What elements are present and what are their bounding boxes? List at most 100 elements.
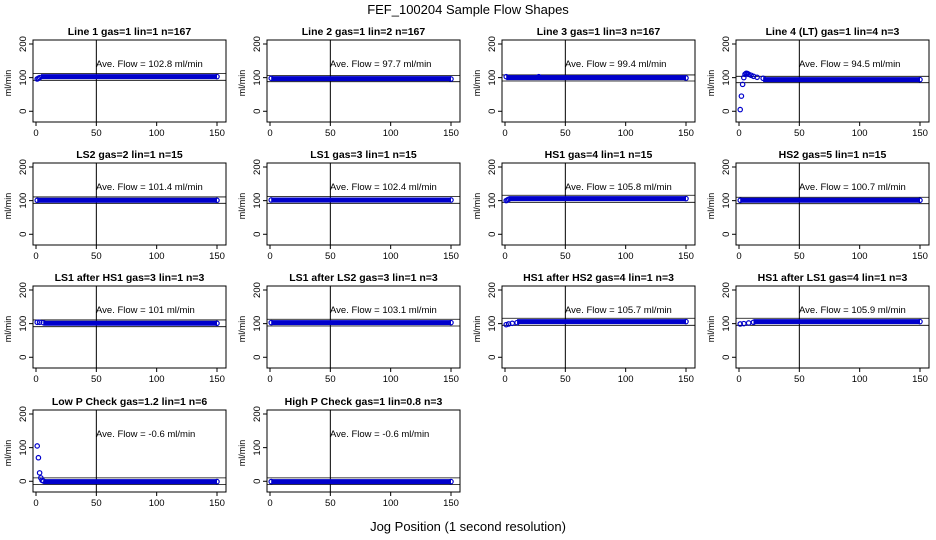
x-tick-label: 100	[149, 128, 165, 139]
y-tick-label: 100	[721, 70, 732, 86]
x-tick-label: 50	[91, 251, 102, 262]
y-tick-label: 100	[252, 316, 263, 332]
y-tick-label: 0	[18, 479, 29, 484]
data-point	[268, 319, 275, 326]
x-tick-label: 150	[443, 498, 459, 509]
data-point	[737, 106, 744, 113]
x-tick-label: 50	[794, 128, 805, 139]
y-tick-label: 200	[487, 159, 498, 175]
x-tick-label: 100	[383, 251, 399, 262]
y-tick-label: 100	[18, 70, 29, 86]
x-tick-label: 0	[267, 128, 272, 139]
average-flow-label: Ave. Flow = 102.8 ml/min	[96, 59, 203, 70]
panel-title: HS1 after HS2 gas=4 lin=1 n=3	[523, 272, 674, 284]
average-flow-label: Ave. Flow = 105.8 ml/min	[565, 182, 672, 193]
panel-3: Line 3 gas=1 lin=3 n=167 0 50 100 150 0 100 200…	[472, 26, 696, 139]
x-tick-label: 150	[912, 374, 928, 385]
average-flow-label: Ave. Flow = 101.4 ml/min	[96, 182, 203, 193]
data-point	[34, 197, 41, 204]
average-flow-label: Ave. Flow = 101 ml/min	[96, 305, 195, 316]
plot-frame	[266, 162, 461, 246]
panel-title: LS1 gas=3 lin=1 n=15	[310, 149, 417, 161]
plot-frame	[32, 162, 227, 246]
x-tick-label: 0	[33, 374, 38, 385]
data-point	[738, 93, 745, 99]
figure-title: FEF_100204 Sample Flow Shapes	[367, 2, 569, 17]
x-tick-label: 50	[794, 374, 805, 385]
y-tick-label: 0	[721, 355, 732, 360]
y-tick-label: 200	[18, 406, 29, 422]
y-tick-label: 200	[252, 159, 263, 175]
data-point	[214, 197, 220, 204]
x-tick-label: 100	[852, 128, 868, 139]
y-tick-label: 100	[18, 316, 29, 332]
panel-title: LS1 after HS1 gas=3 lin=1 n=3	[55, 272, 205, 284]
y-axis-label: ml/min	[3, 193, 13, 220]
data-point	[514, 319, 520, 326]
data-point	[917, 318, 923, 325]
plot-frame	[501, 162, 696, 246]
y-tick-label: 0	[252, 355, 263, 360]
data-point	[448, 319, 454, 326]
y-tick-label: 200	[252, 406, 263, 422]
data-point	[35, 454, 42, 461]
data-point	[268, 75, 275, 82]
data-point	[505, 196, 512, 203]
x-tick-label: 50	[560, 374, 571, 385]
y-tick-label: 100	[487, 193, 498, 209]
panel-8: HS2 gas=5 lin=1 n=15 0 50 100 150 0 100 200 ml/m…	[706, 149, 930, 262]
y-tick-label: 0	[487, 232, 498, 237]
x-tick-label: 100	[852, 251, 868, 262]
x-tick-label: 0	[267, 374, 272, 385]
plot-frame	[266, 285, 461, 369]
x-tick-label: 150	[209, 128, 225, 139]
x-tick-label: 150	[443, 128, 459, 139]
data-point	[750, 319, 757, 326]
x-tick-label: 100	[149, 251, 165, 262]
x-tick-label: 0	[267, 498, 272, 509]
x-tick-label: 50	[91, 498, 102, 509]
x-tick-label: 0	[33, 498, 38, 509]
data-point	[36, 319, 43, 326]
data-point	[683, 75, 689, 81]
y-tick-label: 100	[487, 316, 498, 332]
panel-title: HS1 gas=4 lin=1 n=15	[545, 149, 653, 161]
y-axis-label: ml/min	[237, 193, 247, 220]
data-point	[760, 75, 766, 82]
panel-4: Line 4 (LT) gas=1 lin=4 n=3 0 50 100 150 0 100…	[706, 26, 930, 139]
y-tick-label: 0	[18, 355, 29, 360]
panel-10: LS1 after LS2 gas=3 lin=1 n=3 0 50 100 150 0 1…	[237, 272, 461, 385]
x-tick-label: 150	[912, 251, 928, 262]
x-tick-label: 150	[678, 251, 694, 262]
y-tick-label: 0	[721, 232, 732, 237]
y-tick-label: 0	[252, 109, 263, 114]
data-point	[535, 73, 542, 80]
x-tick-label: 50	[91, 374, 102, 385]
panel-title: Line 1 gas=1 lin=1 n=167	[68, 26, 192, 38]
x-tick-label: 150	[209, 374, 225, 385]
y-tick-label: 100	[252, 70, 263, 86]
average-flow-label: Ave. Flow = 94.5 ml/min	[799, 59, 900, 70]
y-tick-label: 200	[18, 36, 29, 52]
x-tick-label: 0	[33, 128, 38, 139]
panel-6: LS1 gas=3 lin=1 n=15 0 50 100 150 0 100 200 ml/m…	[237, 149, 461, 262]
data-point	[448, 76, 454, 82]
y-axis-label: ml/min	[706, 70, 716, 97]
y-tick-label: 200	[252, 282, 263, 298]
x-tick-label: 50	[325, 251, 336, 262]
plot-frame	[501, 285, 696, 369]
x-tick-label: 50	[91, 128, 102, 139]
x-tick-label: 100	[149, 374, 165, 385]
x-tick-label: 100	[618, 128, 634, 139]
x-tick-label: 100	[618, 251, 634, 262]
average-flow-label: Ave. Flow = 103.1 ml/min	[330, 305, 437, 316]
plot-frame	[735, 39, 930, 123]
y-tick-label: 100	[721, 193, 732, 209]
x-tick-label: 50	[560, 128, 571, 139]
y-tick-label: 0	[721, 109, 732, 114]
data-point	[503, 321, 510, 328]
y-tick-label: 0	[18, 232, 29, 237]
data-point	[34, 443, 41, 449]
x-tick-label: 150	[678, 374, 694, 385]
